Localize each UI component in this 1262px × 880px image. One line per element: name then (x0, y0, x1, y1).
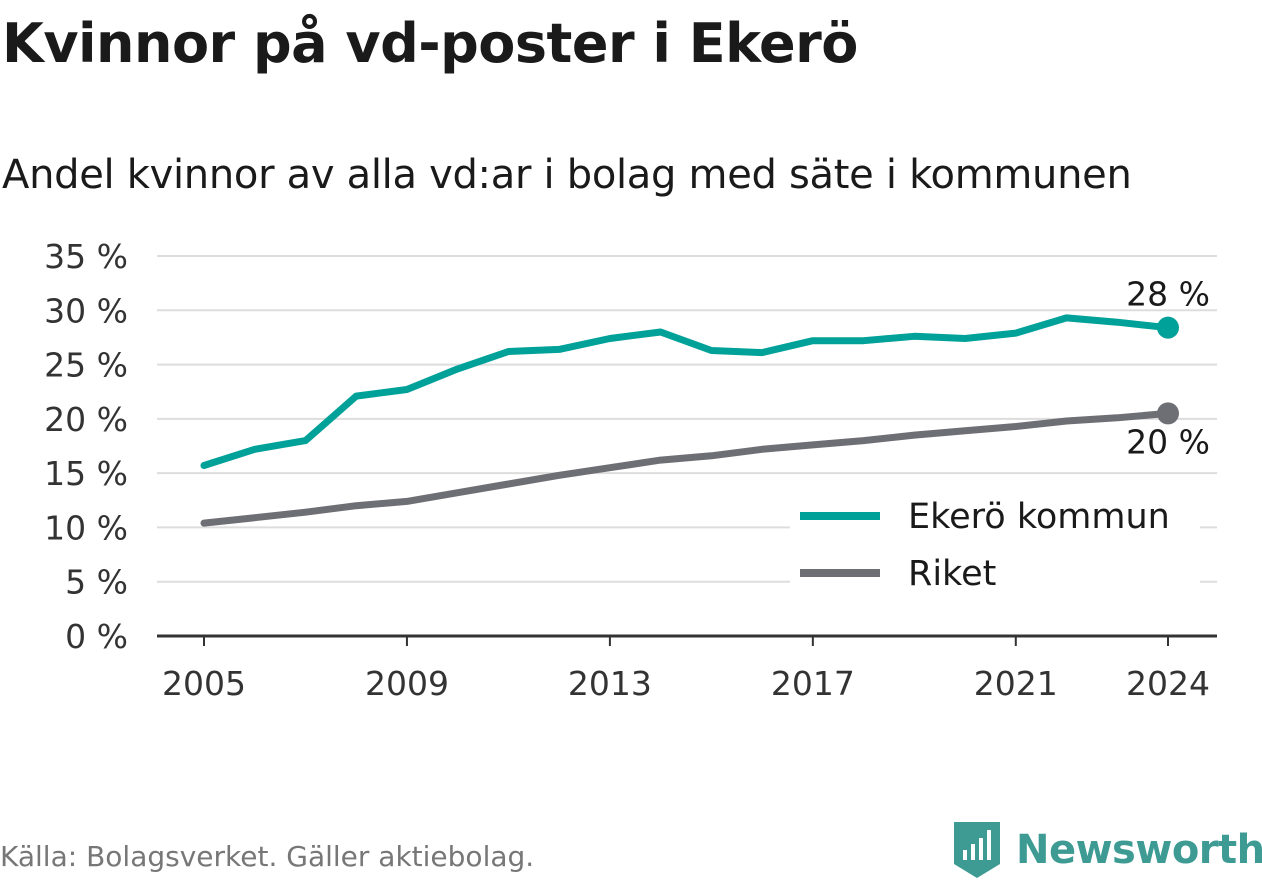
y-tick-label: 20 % (44, 400, 128, 439)
legend-label: Riket (908, 554, 996, 594)
x-axis-ticks: 2005 2009 2013 2017 2021 2024 (162, 636, 1210, 703)
y-axis-ticks: 0 % 5 % 10 % 15 % 20 % 25 % 30 % 35 % (44, 237, 128, 656)
x-tick-label: 2017 (771, 664, 855, 703)
legend: Ekerö kommun Riket (790, 490, 1200, 602)
legend-label: Ekerö kommun (908, 497, 1170, 537)
legend-background (790, 490, 1200, 602)
source-note: Källa: Bolagsverket. Gäller aktiebolag. (0, 840, 535, 873)
brand-name: Newsworthy (1016, 827, 1262, 873)
y-tick-label: 30 % (44, 291, 128, 330)
x-tick-label: 2013 (568, 664, 652, 703)
y-tick-label: 0 % (65, 617, 128, 656)
x-tick-label: 2024 (1126, 664, 1210, 703)
newsworthy-logo-icon (954, 822, 1000, 878)
y-tick-label: 10 % (44, 508, 128, 547)
chart-subtitle: Andel kvinnor av alla vd:ar i bolag med … (2, 152, 1132, 198)
y-tick-label: 25 % (44, 346, 128, 385)
end-value-label: 28 % (1126, 275, 1210, 314)
brand-logo: Newsworthy (952, 820, 1262, 880)
series-lines (200, 314, 1179, 527)
series-line (200, 409, 1172, 527)
y-tick-label: 5 % (65, 563, 128, 602)
end-value-label: 20 % (1126, 422, 1210, 461)
chart-title: Kvinnor på vd-poster i Ekerö (2, 12, 858, 75)
end-labels: 28 % 20 % (1126, 275, 1210, 462)
x-tick-label: 2021 (974, 664, 1058, 703)
grid-lines (157, 255, 1217, 638)
x-tick-label: 2005 (162, 664, 246, 703)
y-tick-label: 35 % (44, 237, 128, 276)
series-line (200, 314, 1172, 469)
x-tick-label: 2009 (365, 664, 449, 703)
series-end-point (1157, 316, 1179, 339)
y-tick-label: 15 % (44, 454, 128, 493)
series-end-point (1157, 402, 1179, 425)
